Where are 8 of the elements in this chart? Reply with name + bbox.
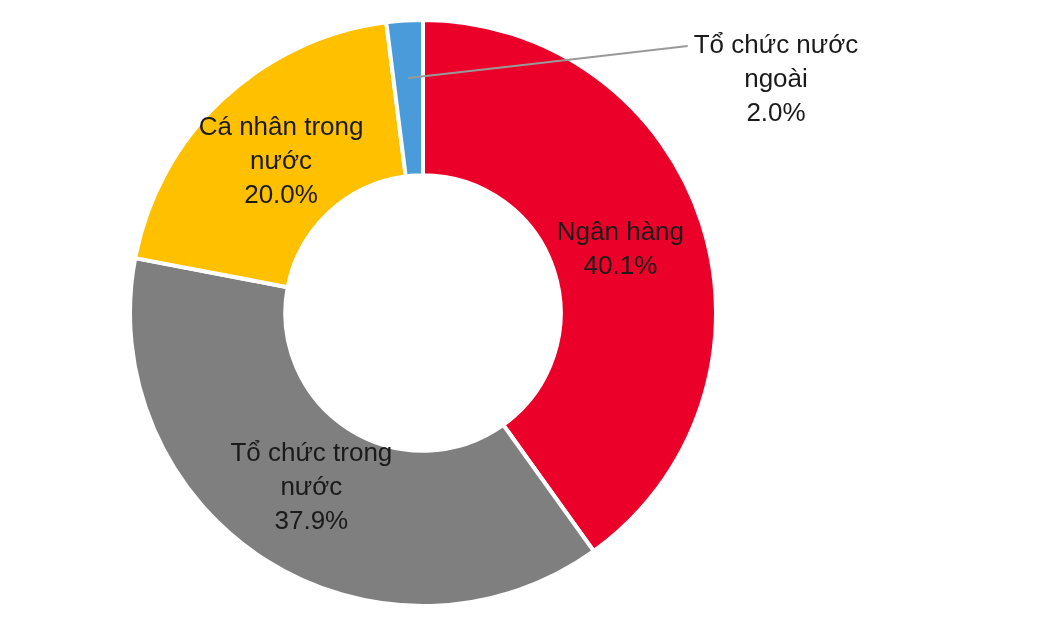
data-label: 20.0% — [244, 179, 318, 210]
data-label: 40.1% — [583, 249, 658, 280]
slice-label: Cá nhân trong nước — [198, 111, 364, 176]
slice-label: Tổ chức nước ngoài — [693, 29, 859, 94]
slice-label: Tổ chức trong nước — [230, 436, 393, 501]
data-label: 2.0% — [746, 97, 806, 128]
data-label: 37.9% — [274, 504, 349, 535]
slice-label: Ngân hàng — [556, 215, 685, 246]
